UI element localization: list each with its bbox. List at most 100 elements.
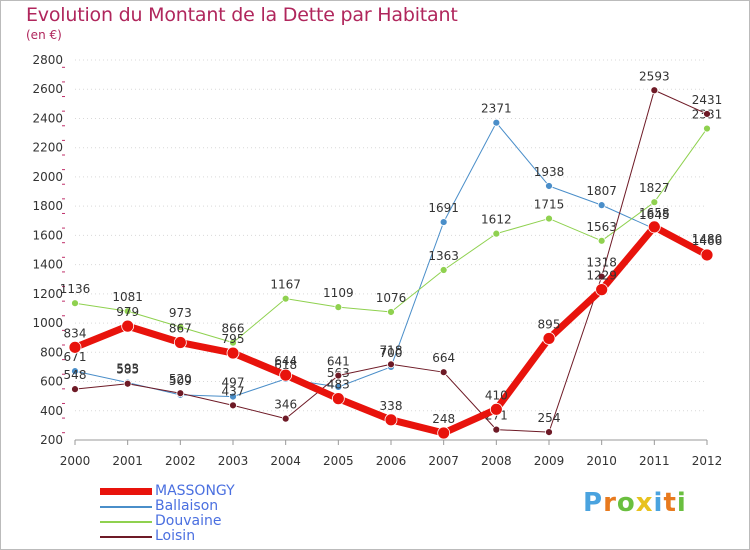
data-label: 1827 (639, 181, 670, 195)
data-label: 1658 (639, 206, 670, 220)
data-label: 1645 (639, 208, 670, 222)
data-label: 866 (222, 322, 245, 336)
x-tick-label: 2009 (534, 454, 565, 468)
data-label: 1076 (376, 291, 407, 305)
data-point (650, 86, 659, 95)
data-label: 437 (222, 384, 245, 398)
data-point (334, 383, 343, 391)
series-loisin: 5485855204373466417186642712541318259324… (64, 69, 722, 437)
x-tick-label: 2005 (323, 454, 354, 468)
data-label: 1938 (534, 165, 565, 179)
data-point (68, 340, 82, 354)
legend-swatch (100, 521, 152, 523)
data-label: 979 (116, 305, 139, 319)
data-label: 1480 (692, 232, 723, 246)
x-tick-label: 2002 (165, 454, 196, 468)
data-point (647, 220, 661, 234)
logo-letter: r (603, 488, 617, 518)
legend-label: Ballaison (155, 498, 219, 514)
data-label: 700 (380, 346, 403, 360)
data-point (71, 385, 79, 394)
data-point (229, 401, 237, 410)
data-point (334, 303, 343, 312)
data-point (229, 392, 237, 401)
data-label: 1318 (586, 256, 617, 270)
data-label: 410 (485, 388, 508, 402)
data-point (492, 425, 501, 434)
y-tick-label: 400 (40, 404, 63, 418)
data-point (545, 214, 553, 223)
series-massongy: 834 979 867 795 644 483 338 248 410 895 1229 1658 14… (64, 206, 723, 440)
x-tick-label: 2003 (218, 454, 249, 468)
data-point (334, 371, 343, 380)
x-tick-label: 2011 (639, 454, 670, 468)
data-label: 1612 (481, 213, 512, 227)
data-point (71, 299, 79, 308)
y-tick-label: 1200 (32, 287, 63, 301)
legend-label: Douvaine (155, 513, 222, 529)
data-point (545, 182, 553, 190)
data-point (545, 428, 553, 437)
data-point (650, 198, 659, 207)
data-point (229, 338, 237, 347)
data-point (281, 294, 290, 303)
data-point (123, 307, 132, 316)
legend-swatch (100, 506, 152, 508)
data-label: 509 (169, 374, 192, 388)
legend-swatch (100, 488, 152, 495)
data-point (331, 392, 345, 406)
data-point (437, 426, 451, 440)
data-point (597, 236, 606, 245)
data-point (595, 283, 609, 297)
data-label: 1229 (586, 269, 617, 283)
data-label: 548 (64, 368, 87, 382)
data-label: 254 (538, 411, 561, 425)
data-point (173, 336, 187, 349)
data-label: 1136 (60, 282, 91, 296)
data-label: 867 (169, 322, 192, 336)
data-point (597, 201, 606, 210)
logo-letter: x (635, 488, 654, 518)
y-tick-label: 2600 (32, 82, 63, 96)
data-point (176, 323, 185, 331)
data-point (703, 110, 711, 118)
data-label: 795 (222, 332, 245, 346)
logo-letter: P (583, 488, 604, 518)
data-point (387, 308, 395, 316)
y-tick-label: 1400 (32, 258, 63, 272)
data-point (700, 248, 714, 262)
chart-title: Evolution du Montant de la Dette par Hab… (26, 4, 458, 26)
data-point (597, 272, 606, 281)
data-label: 1563 (586, 220, 617, 234)
data-label: 1167 (270, 278, 301, 292)
x-tick-label: 2001 (112, 454, 143, 468)
y-tick-label: 200 (40, 433, 63, 447)
data-label: 593 (116, 362, 139, 376)
data-label: 1109 (323, 286, 354, 300)
y-tick-label: 1600 (32, 228, 63, 242)
data-point (492, 118, 501, 127)
data-label: 1363 (428, 249, 459, 263)
chart-unit-label: (en €) (26, 28, 62, 42)
logo-letter: i (653, 488, 664, 518)
y-tick-label: 2800 (32, 53, 63, 67)
y-tick-label: 1000 (32, 316, 63, 330)
x-tick-label: 2006 (376, 454, 407, 468)
data-label: 346 (274, 398, 297, 412)
data-point (123, 379, 132, 388)
legend-swatch (100, 536, 152, 538)
data-label: 618 (274, 358, 297, 372)
x-tick-label: 2007 (428, 454, 459, 468)
x-tick-label: 2012 (692, 454, 723, 468)
data-point (703, 124, 711, 133)
data-point (281, 414, 290, 423)
proxiti-logo: Proxiti (583, 488, 687, 518)
data-label: 834 (64, 326, 87, 340)
series-douvaine: 1136 1081 973 866 1167 1109 1076 1363 1612 1715 15… (60, 108, 722, 347)
data-label: 248 (432, 412, 455, 426)
data-point (121, 319, 135, 333)
data-label: 1466 (692, 234, 723, 248)
logo-letter: i (676, 488, 687, 518)
